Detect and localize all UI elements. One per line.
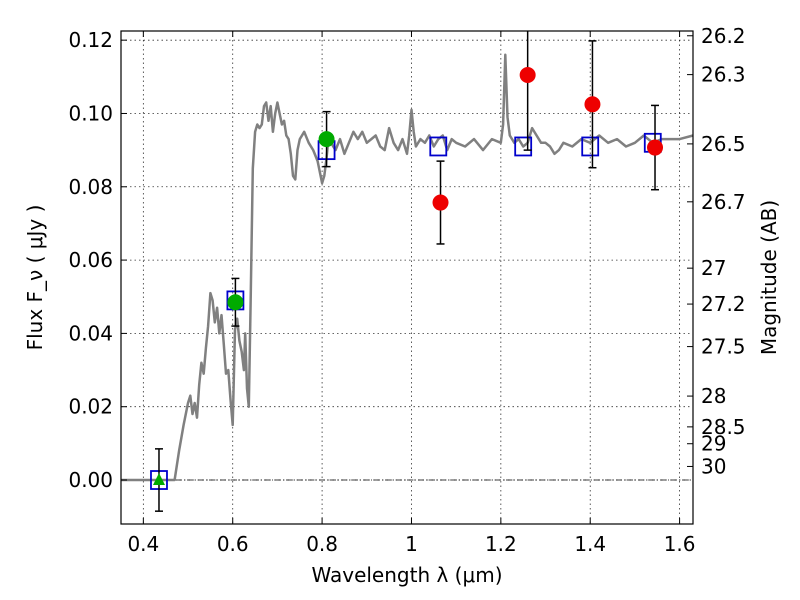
right-tick-label: 30 bbox=[701, 454, 726, 478]
right-tick-label: 26.3 bbox=[701, 63, 746, 87]
y-axis-label: Flux F_ν ( μJy ) bbox=[23, 205, 47, 351]
y-tick-label: 0.08 bbox=[68, 175, 113, 199]
model-photometry-marker bbox=[581, 136, 600, 157]
right-tick-label: 26.7 bbox=[701, 190, 746, 214]
observed-optical-marker bbox=[318, 131, 335, 148]
y-tick-label: 0.04 bbox=[68, 321, 113, 345]
observed-optical-marker bbox=[227, 294, 244, 311]
right-tick-label: 27.2 bbox=[701, 292, 746, 316]
y-tick-label: 0.00 bbox=[68, 468, 113, 492]
x-tick-label: 1.6 bbox=[664, 532, 696, 556]
upper-limit-marker bbox=[152, 473, 165, 486]
tick-labels: 0.4 0.6 0.8 1 1.2 1.4 1.6 0.00 0.02 0.04 0.06 0.08 0… bbox=[68, 24, 745, 556]
x-tick-label: 0.8 bbox=[306, 532, 338, 556]
x-tick-label: 1.4 bbox=[574, 532, 606, 556]
model-spectrum-line bbox=[121, 53, 694, 482]
model-photometry-marker bbox=[429, 136, 448, 157]
right-tick-label: 27.5 bbox=[701, 335, 746, 359]
y-tick-label: 0.12 bbox=[68, 28, 113, 52]
right-tick-label: 27 bbox=[701, 256, 726, 280]
y-tick-label: 0.02 bbox=[68, 395, 113, 419]
x-tick-label: 1 bbox=[405, 532, 418, 556]
observed-nir-marker bbox=[647, 139, 664, 156]
x-axis-label: Wavelength λ (μm) bbox=[311, 563, 502, 587]
y-tick-label: 0.10 bbox=[68, 101, 113, 125]
right-tick-label: 29 bbox=[701, 432, 726, 456]
series-points bbox=[150, 31, 664, 512]
x-tick-label: 0.6 bbox=[217, 532, 249, 556]
x-tick-label: 0.4 bbox=[127, 532, 159, 556]
right-axis-label: Magnitude (AB) bbox=[757, 200, 781, 355]
right-tick-label: 26.5 bbox=[701, 132, 746, 156]
model-photometry-marker bbox=[514, 136, 533, 157]
grid bbox=[121, 31, 693, 524]
y-tick-label: 0.06 bbox=[68, 248, 113, 272]
right-tick-label: 28 bbox=[701, 384, 726, 408]
x-tick-label: 1.2 bbox=[485, 532, 517, 556]
right-tick-label: 28.5 bbox=[701, 415, 746, 439]
right-tick-label: 26.2 bbox=[701, 24, 746, 48]
tick-marks bbox=[121, 31, 693, 524]
observed-nir-marker bbox=[519, 66, 536, 83]
observed-nir-marker bbox=[584, 96, 601, 113]
observed-nir-marker bbox=[432, 194, 449, 211]
plot-frame bbox=[120, 30, 694, 525]
model-spectrum bbox=[121, 53, 694, 482]
